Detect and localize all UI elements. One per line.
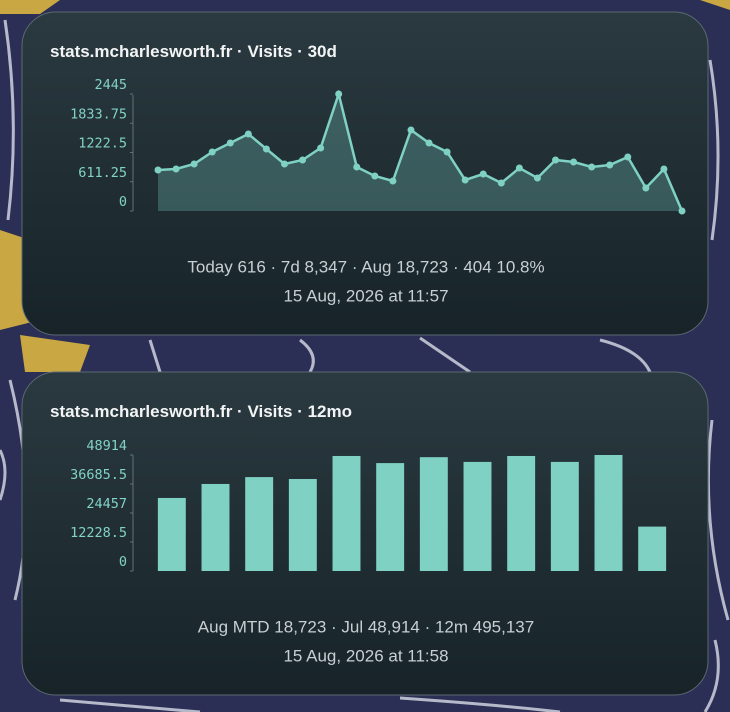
widget-title: stats.mcharlesworth.fr · Visits · 30d [50, 42, 337, 61]
timestamp: 15 Aug, 2026 at 11:57 [283, 286, 448, 305]
point [299, 156, 307, 164]
bar [419, 457, 448, 571]
y-tick-label: 611.25 [78, 165, 127, 181]
point [226, 139, 234, 147]
bar [288, 478, 317, 571]
point [479, 170, 487, 178]
point [190, 160, 198, 168]
bar [550, 461, 579, 571]
point [606, 161, 614, 169]
point [244, 130, 252, 138]
bar [245, 477, 274, 571]
point [443, 148, 451, 156]
bar [157, 497, 186, 571]
point [461, 176, 469, 184]
point [497, 179, 505, 187]
bar [594, 455, 623, 571]
point [172, 165, 180, 173]
bar [507, 455, 536, 571]
point [280, 160, 288, 168]
point [353, 163, 361, 171]
bar [332, 455, 361, 571]
y-tick-label: 1222.5 [78, 136, 127, 152]
point [533, 174, 541, 182]
area-fill [158, 94, 682, 211]
y-tick-label: 2445 [94, 77, 127, 93]
y-tick-label: 12228.5 [70, 525, 127, 541]
point [407, 126, 415, 134]
bar [201, 483, 230, 571]
bar [376, 463, 405, 571]
point [389, 177, 397, 185]
bar [638, 526, 667, 571]
y-tick-label: 48914 [86, 438, 127, 454]
point [335, 90, 343, 98]
point [371, 172, 379, 180]
point [208, 148, 216, 156]
y-tick-label: 1833.75 [70, 106, 127, 122]
widget-card [21, 11, 709, 336]
point [317, 144, 325, 152]
point [570, 158, 578, 166]
point [678, 207, 686, 215]
y-tick-label: 0 [119, 194, 127, 210]
y-tick-label: 0 [119, 554, 127, 570]
point [624, 153, 632, 161]
summary: Aug MTD 18,723 · Jul 48,914 · 12m 495,13… [198, 617, 534, 636]
point [588, 163, 596, 171]
summary: Today 616 · 7d 8,347 · Aug 18,723 · 404 … [187, 257, 544, 276]
bar [463, 461, 492, 571]
y-tick-label: 24457 [86, 496, 127, 512]
point [660, 165, 668, 173]
timestamp: 15 Aug, 2026 at 11:58 [283, 646, 448, 665]
widget-title: stats.mcharlesworth.fr · Visits · 12mo [50, 402, 352, 421]
widget-card [21, 371, 709, 696]
point [154, 166, 162, 174]
point [552, 156, 560, 164]
point [515, 164, 523, 172]
y-tick-label: 36685.5 [70, 467, 127, 483]
point [425, 139, 433, 147]
point [642, 184, 650, 192]
point [262, 145, 270, 153]
